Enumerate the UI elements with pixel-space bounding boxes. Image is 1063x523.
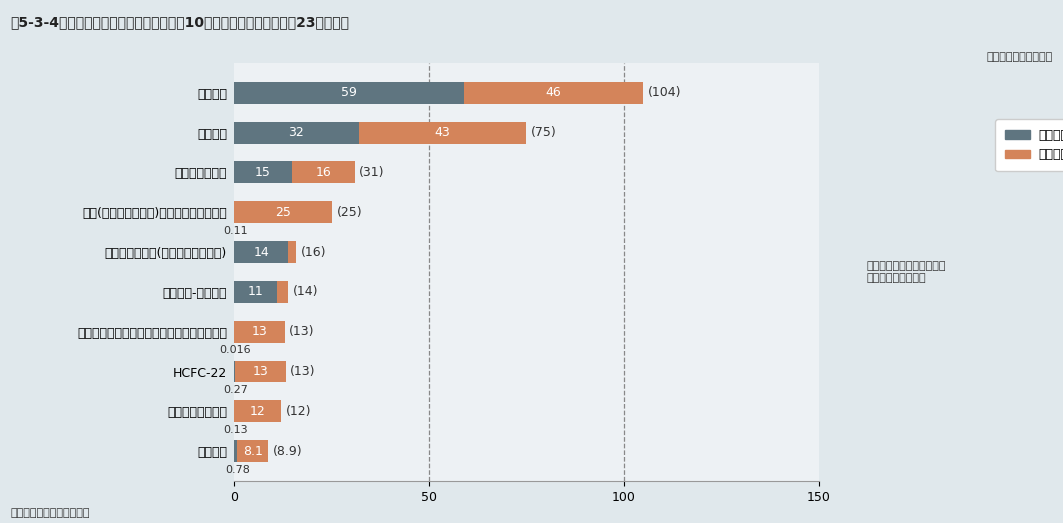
Text: 15: 15 — [255, 166, 271, 179]
Text: 0.13: 0.13 — [223, 425, 248, 435]
Text: 43: 43 — [435, 126, 451, 139]
Text: 12: 12 — [250, 405, 266, 418]
Text: (31): (31) — [359, 166, 385, 179]
Text: 46: 46 — [545, 86, 561, 99]
Text: (12): (12) — [286, 405, 311, 418]
Bar — [288, 241, 297, 263]
Text: 0.016: 0.016 — [219, 346, 251, 356]
Bar — [292, 162, 355, 184]
Bar — [237, 440, 269, 462]
Bar — [235, 360, 286, 382]
Text: （単位：千トン／年）: （単位：千トン／年） — [986, 52, 1052, 62]
Text: （　）内は、届出排出量・
届出外排出量の合計: （ ）内は、届出排出量・ 届出外排出量の合計 — [866, 262, 946, 283]
Text: 図5-3-4　届出排出量・届出外排出量上位10物質とその排出量（平成23年度分）: 図5-3-4 届出排出量・届出外排出量上位10物質とその排出量（平成23年度分） — [11, 16, 350, 30]
Text: 14: 14 — [253, 245, 269, 258]
Text: (104): (104) — [647, 86, 681, 99]
Bar — [463, 82, 643, 104]
Text: 0.11: 0.11 — [223, 226, 248, 236]
Text: (8.9): (8.9) — [273, 445, 303, 458]
Bar — [358, 122, 526, 143]
Text: 11: 11 — [248, 286, 264, 299]
Bar — [234, 321, 285, 343]
Text: 16: 16 — [316, 166, 332, 179]
Bar — [234, 241, 288, 263]
Text: (13): (13) — [289, 325, 315, 338]
Bar — [234, 440, 237, 462]
Text: (13): (13) — [290, 365, 316, 378]
Bar — [276, 281, 288, 303]
Text: (14): (14) — [293, 286, 319, 299]
Text: 0.78: 0.78 — [225, 465, 251, 475]
Text: 32: 32 — [288, 126, 304, 139]
Bar — [234, 281, 276, 303]
Text: 25: 25 — [275, 206, 291, 219]
Text: 資料：経済産業省、環境省: 資料：経済産業省、環境省 — [11, 508, 90, 518]
Text: (16): (16) — [301, 245, 326, 258]
Text: 13: 13 — [251, 325, 267, 338]
Text: (25): (25) — [336, 206, 362, 219]
Bar — [234, 162, 292, 184]
Bar — [234, 401, 281, 422]
Bar — [234, 122, 358, 143]
Text: (75): (75) — [530, 126, 557, 139]
Bar — [234, 82, 463, 104]
Text: 8.1: 8.1 — [242, 445, 263, 458]
Text: 0.27: 0.27 — [223, 385, 249, 395]
Bar — [234, 201, 332, 223]
Text: 59: 59 — [341, 86, 357, 99]
Legend: 届出排出量, 届出外排出量: 届出排出量, 届出外排出量 — [995, 119, 1063, 172]
Text: 13: 13 — [252, 365, 268, 378]
